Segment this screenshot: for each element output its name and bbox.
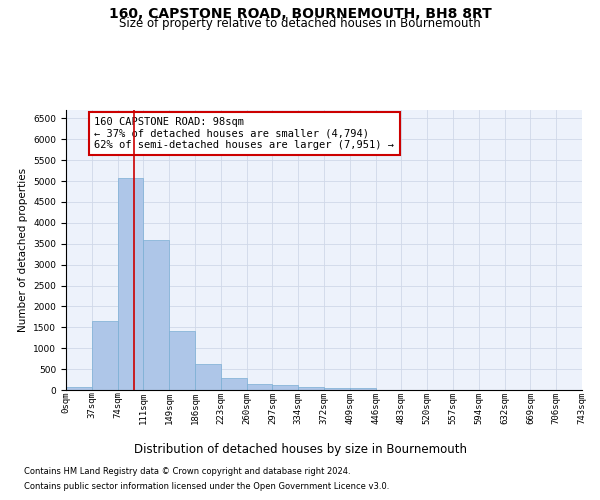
Bar (143, 240, 169, 390)
Text: Contains public sector information licensed under the Open Government Licence v3: Contains public sector information licen… (24, 482, 389, 491)
Bar (169, 330, 195, 390)
Bar (247, 384, 272, 390)
Bar (66, 387, 92, 390)
Bar (350, 388, 376, 390)
Bar (272, 386, 298, 390)
Text: Contains HM Land Registry data © Crown copyright and database right 2024.: Contains HM Land Registry data © Crown c… (24, 467, 350, 476)
Bar (118, 178, 143, 390)
Bar (324, 388, 350, 390)
Text: 160 CAPSTONE ROAD: 98sqm
← 37% of detached houses are smaller (4,794)
62% of sem: 160 CAPSTONE ROAD: 98sqm ← 37% of detach… (94, 117, 394, 150)
Bar (221, 378, 247, 390)
Y-axis label: Number of detached properties: Number of detached properties (18, 168, 28, 332)
Text: Size of property relative to detached houses in Bournemouth: Size of property relative to detached ho… (119, 18, 481, 30)
Text: 160, CAPSTONE ROAD, BOURNEMOUTH, BH8 8RT: 160, CAPSTONE ROAD, BOURNEMOUTH, BH8 8RT (109, 8, 491, 22)
Bar (92, 321, 118, 390)
Bar (195, 364, 221, 390)
Bar (298, 386, 324, 390)
Text: Distribution of detached houses by size in Bournemouth: Distribution of detached houses by size … (133, 442, 467, 456)
